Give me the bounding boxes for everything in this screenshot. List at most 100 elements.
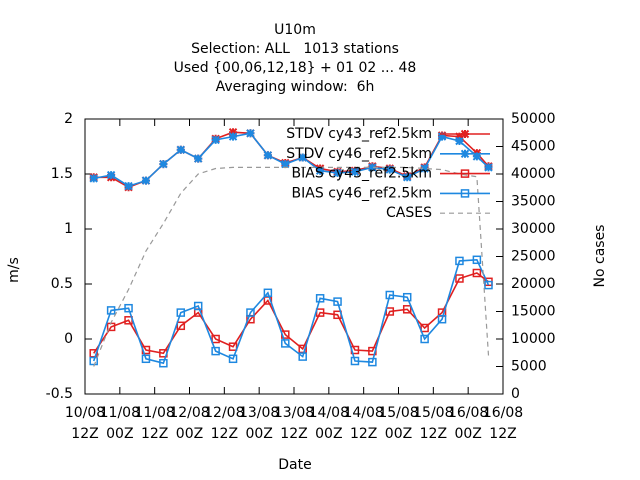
marker [246,308,255,317]
marker [281,339,290,348]
x-tick-label: 14/08 12Z [343,405,383,442]
marker [455,274,464,283]
legend-label: BIAS cy43_ref2.5km [292,166,432,182]
marker [176,308,186,317]
marker [333,297,342,306]
marker [460,149,470,159]
series-line [93,166,490,367]
chart-title: U10m [274,22,316,38]
legend-label: STDV cy46_ref2.5km [286,146,432,162]
marker [124,303,133,313]
marker [159,159,168,169]
x-tick-label: 13/08 00Z [239,405,279,442]
marker [455,136,464,146]
y-tick-label: 1 [64,221,73,237]
marker [472,152,482,161]
marker [385,165,394,174]
marker [472,268,482,278]
marker [141,176,151,185]
y2-axis-label: No cases [592,225,608,288]
y2-tick-label: 30000 [511,221,556,237]
marker [124,181,133,191]
y2-tick-label: 10000 [511,331,556,347]
marker [402,305,412,314]
chart-title: Used {00,06,12,18} + 01 02 ... 48 [174,60,417,76]
marker [211,334,220,344]
y2-tick-label: 45000 [511,139,556,155]
y2-tick-label: 5000 [511,359,547,375]
x-tick-label: 16/08 00Z [448,405,488,442]
y2-tick-label: 20000 [511,276,556,292]
marker [176,321,186,331]
marker [263,288,273,298]
y-tick-label: 2 [64,111,73,127]
y2-tick-label: 50000 [511,111,556,127]
marker [211,346,220,356]
x-tick-label: 13/08 12Z [274,405,314,442]
y-tick-label: 0.5 [51,276,73,292]
y-axis-label: m/s [6,257,22,283]
marker [437,132,447,141]
marker [368,357,377,367]
x-axis-label: Date [278,457,311,473]
x-tick-label: 10/08 12Z [65,405,105,442]
marker [228,127,238,137]
y2-tick-label: 15000 [511,304,556,320]
y-tick-label: 0 [64,331,73,347]
marker [263,151,273,160]
marker [298,352,307,361]
plot-frame [84,118,504,395]
marker [315,294,325,303]
x-tick-label: 11/08 00Z [100,405,140,442]
marker [106,170,116,180]
marker [437,314,447,324]
marker [106,306,116,315]
marker [159,358,168,368]
marker [385,290,395,300]
legend-label: CASES [386,205,432,221]
marker [333,168,342,178]
marker [460,169,470,178]
marker [460,129,470,139]
marker [350,167,360,177]
x-tick-label: 15/08 12Z [413,405,453,442]
marker [350,356,360,366]
marker [281,159,290,169]
x-tick-label: 15/08 00Z [378,405,418,442]
x-tick-label: 12/08 12Z [204,405,244,442]
legend-label: BIAS cy46_ref2.5km [292,185,432,201]
marker [176,145,185,155]
marker [193,301,203,311]
y2-tick-label: 0 [511,386,520,402]
marker [228,132,238,141]
marker [460,189,470,198]
y2-tick-label: 25000 [511,249,556,265]
marker [89,356,98,366]
legend-label: STDV cy43_ref2.5km [286,126,432,142]
marker [484,280,493,290]
x-tick-label: 12/08 00Z [169,405,209,442]
marker [420,323,429,333]
x-tick-label: 14/08 00Z [309,405,349,442]
y2-tick-label: 35000 [511,194,556,210]
x-tick-label: 11/08 12Z [134,405,174,442]
marker [455,132,464,141]
marker [403,173,412,182]
marker [484,163,493,172]
x-tick-label: 16/08 12Z [483,405,523,442]
y-tick-label: -0.5 [46,386,73,402]
marker [89,174,98,183]
marker [228,342,238,351]
y2-tick-label: 40000 [511,166,556,182]
marker [228,354,238,364]
marker [298,153,307,162]
marker [420,334,429,344]
marker [420,164,429,173]
chart-title: Averaging window: 6h [216,79,375,95]
marker [141,354,151,364]
marker [472,255,482,265]
y-tick-label: 1.5 [51,166,73,182]
marker [455,256,464,266]
